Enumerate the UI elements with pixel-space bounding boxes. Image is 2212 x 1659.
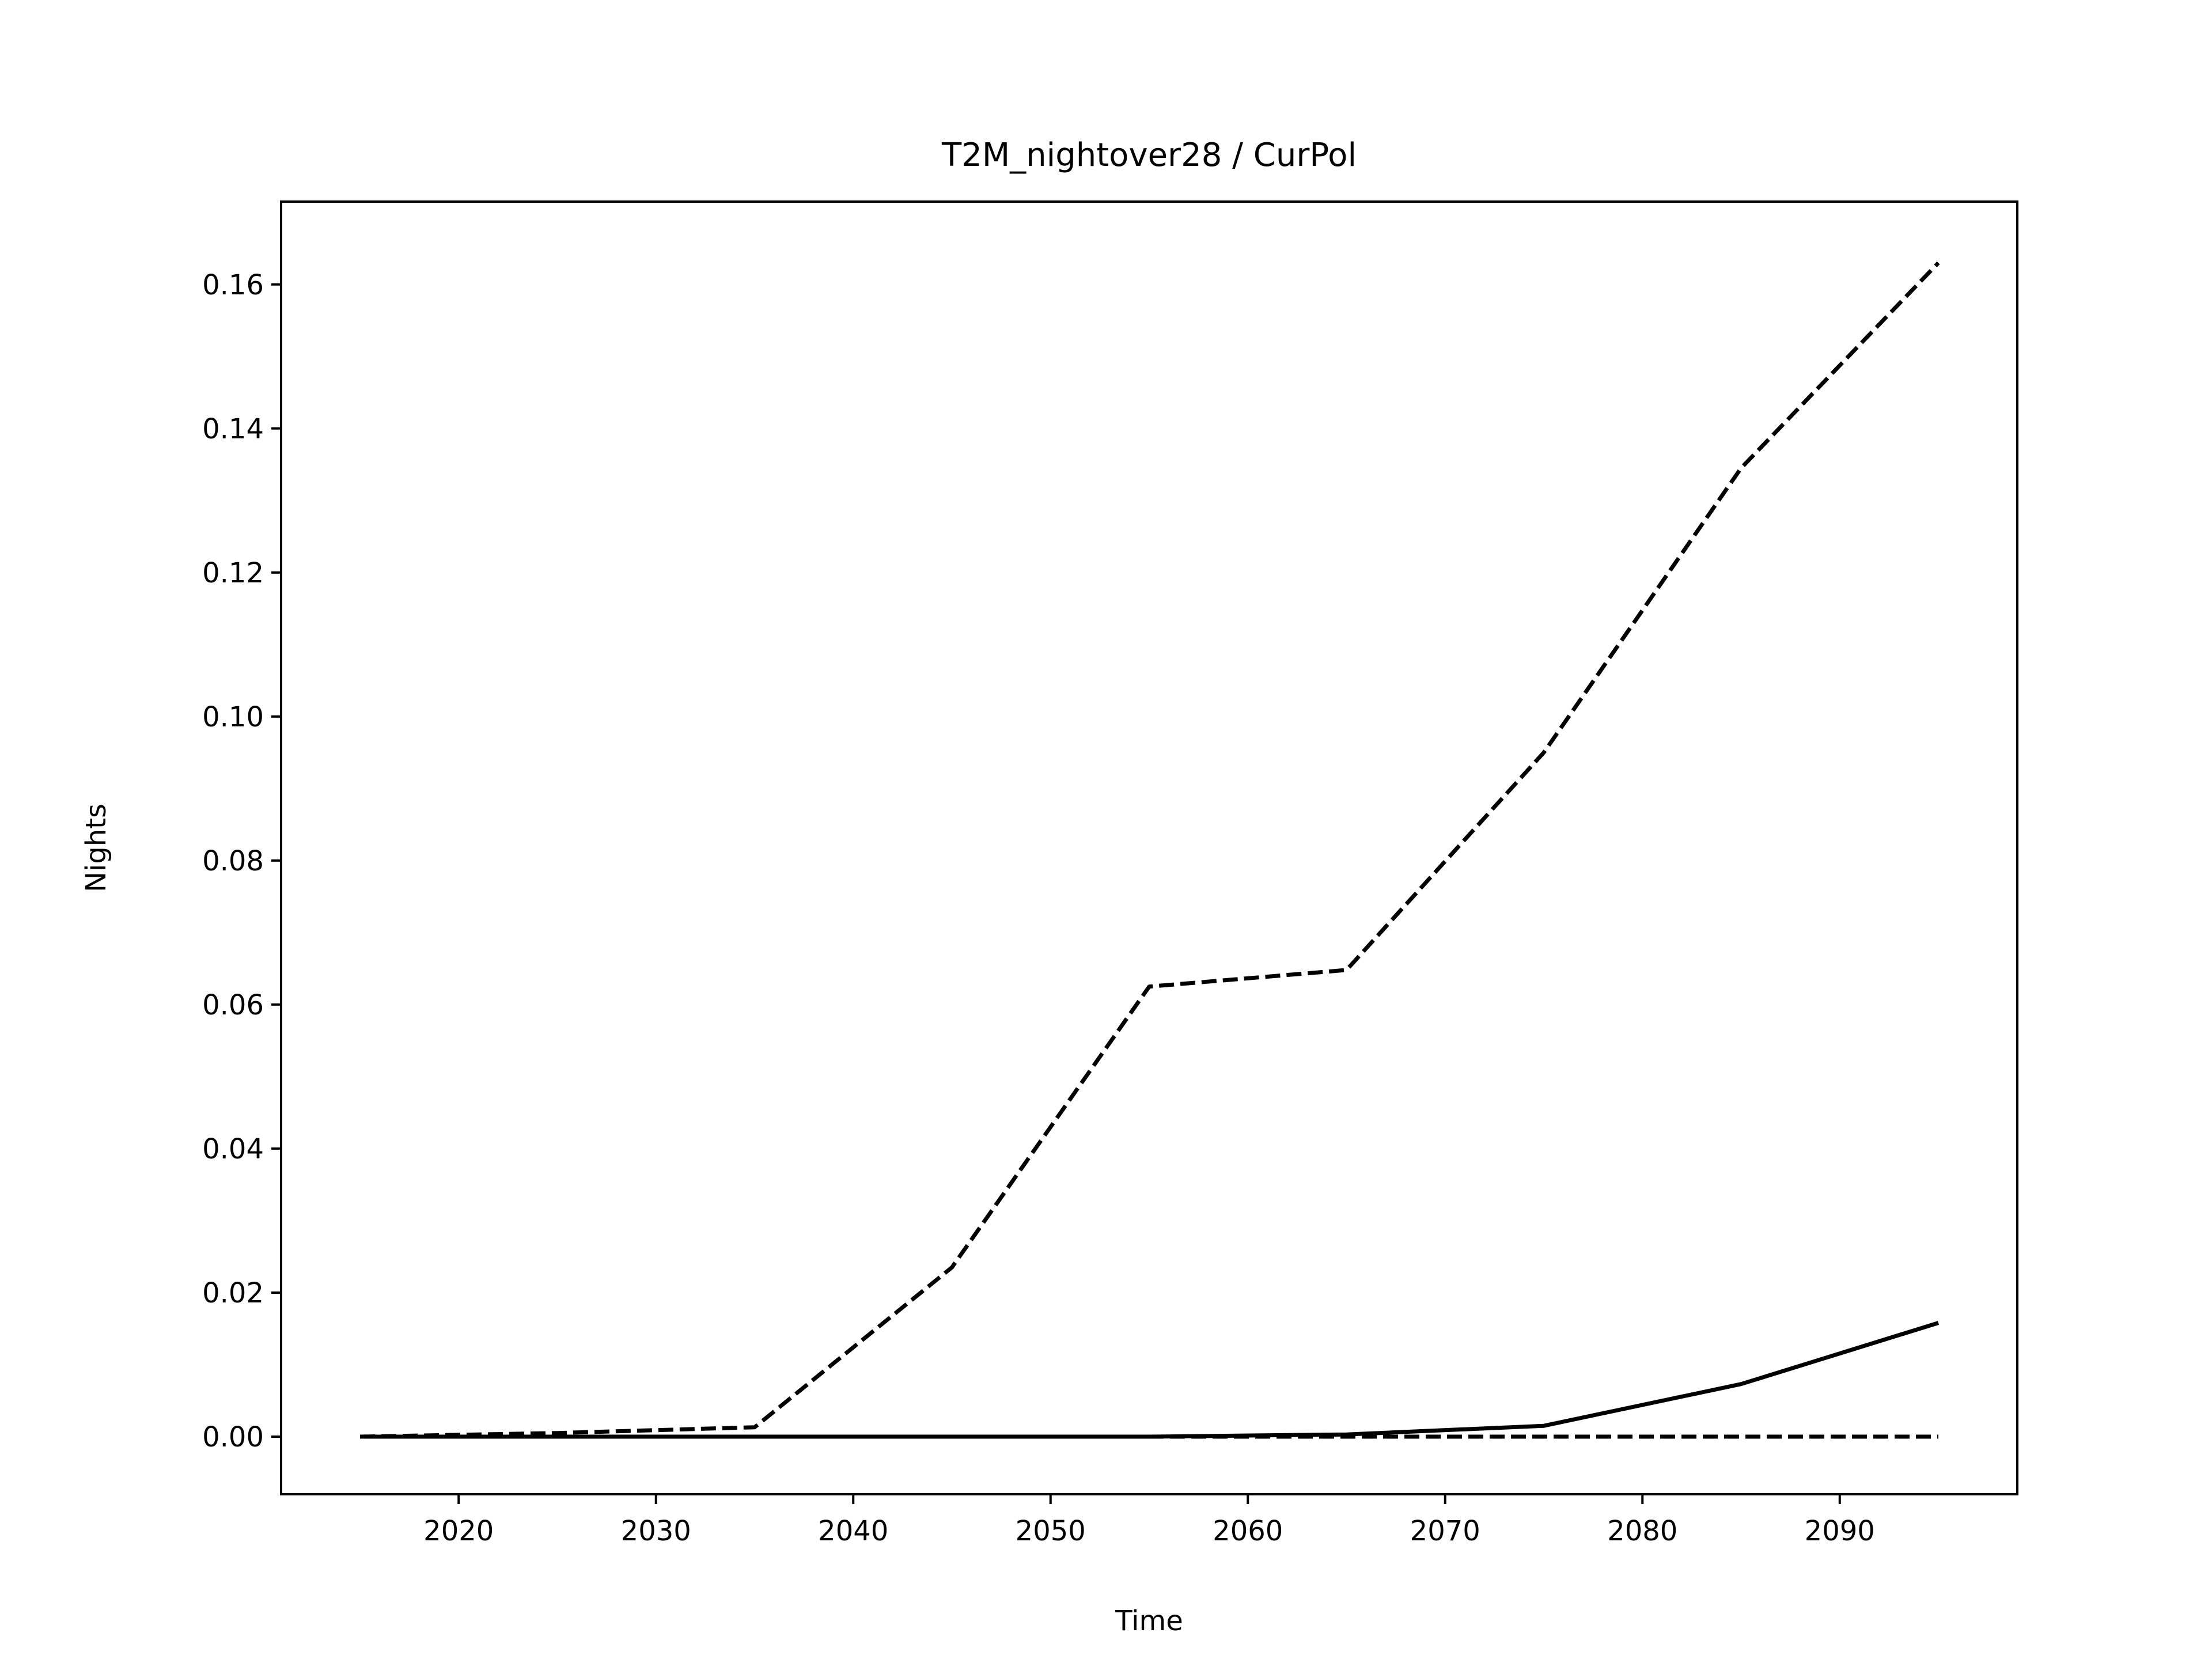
y-tick-label: 0.00	[202, 1421, 264, 1453]
y-tick-label: 0.12	[202, 557, 264, 589]
chart-title: T2M_nightover28 / CurPol	[941, 137, 1357, 174]
y-tick-label: 0.04	[202, 1133, 264, 1165]
y-tick-label: 0.10	[202, 701, 264, 733]
y-tick-label: 0.02	[202, 1277, 264, 1309]
series-line-1	[359, 261, 1940, 1439]
x-tick-label: 2050	[1016, 1515, 1086, 1547]
x-tick-label: 2080	[1607, 1515, 1677, 1547]
x-tick-label: 2070	[1410, 1515, 1480, 1547]
x-axis-label: Time	[1115, 1605, 1183, 1637]
y-tick-label: 0.16	[202, 269, 264, 301]
y-axis-label: Nights	[80, 804, 112, 892]
axes-frame	[280, 200, 2018, 1495]
x-tick-label: 2020	[423, 1515, 494, 1547]
x-axis: 2020 2030 2040 2050 2060 2070 2080 2090	[423, 1494, 1875, 1547]
y-axis: 0.00 0.02 0.04 0.06 0.08 0.10 0.12 0.14 0.16	[202, 269, 281, 1453]
x-tick-label: 2060	[1213, 1515, 1283, 1547]
y-tick-label: 0.06	[202, 989, 264, 1021]
y-tick-label: 0.14	[202, 413, 264, 445]
y-tick-label: 0.08	[202, 845, 264, 877]
plot-area	[359, 261, 1940, 1439]
x-tick-label: 2030	[621, 1515, 691, 1547]
x-tick-label: 2040	[818, 1515, 888, 1547]
x-tick-label: 2090	[1805, 1515, 1875, 1547]
